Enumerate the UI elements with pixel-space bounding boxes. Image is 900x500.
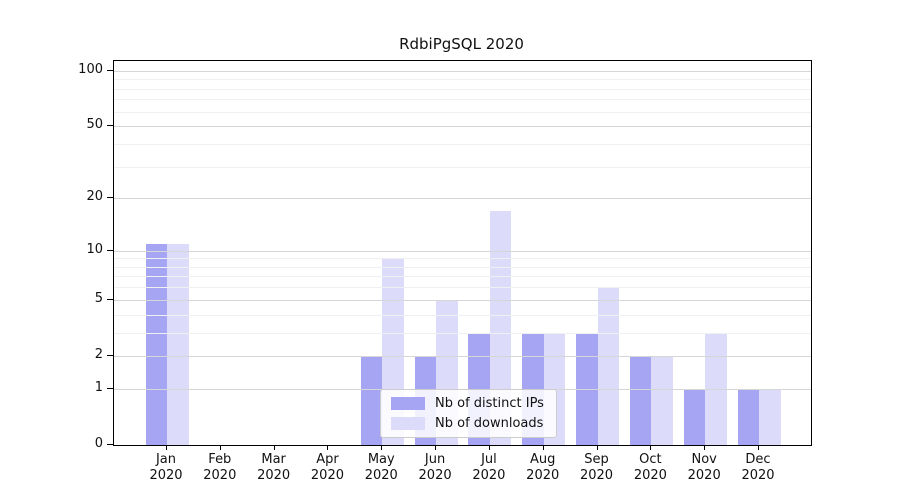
x-tick-label-jun: Jun 2020: [418, 452, 452, 483]
bar-downloads-sep: [597, 287, 620, 445]
y-tick-label-0: 0: [94, 436, 103, 451]
x-tick-label-mar: Mar 2020: [257, 452, 291, 483]
x-tick-mark-aug: [542, 445, 544, 450]
x-tick-label-nov: Nov 2020: [687, 452, 721, 483]
gridline-minor: [114, 332, 811, 334]
legend-item-distinct-ips: Nb of distinct IPs: [391, 396, 544, 411]
gridline-minor: [114, 287, 811, 289]
y-tick-mark-100: [107, 69, 113, 71]
bar-distinct-ips-oct: [629, 355, 652, 445]
y-tick-mark-1: [107, 387, 113, 389]
x-tick-mark-dec: [758, 445, 759, 450]
x-tick-label-may: May 2020: [364, 452, 398, 483]
x-tick-mark-jan: [166, 445, 167, 450]
x-tick-mark-mar: [273, 445, 275, 450]
gridline-minor: [114, 79, 811, 81]
bar-downloads-jan: [167, 243, 189, 445]
legend-swatch-distinct-ips: [391, 397, 425, 410]
gridline-minor: [114, 266, 811, 268]
y-tick-label-50: 50: [86, 117, 103, 133]
gridline-5: [114, 299, 811, 301]
x-tick-label-aug: Aug 2020: [526, 452, 560, 483]
x-tick-mark-may: [381, 445, 383, 450]
x-tick-label-sep: Sep 2020: [579, 452, 614, 483]
x-tick-label-jul: Jul 2020: [472, 452, 506, 483]
bar-downloads-nov: [705, 332, 727, 445]
x-tick-label-oct: Oct 2020: [633, 452, 667, 483]
gridline-minor: [114, 88, 811, 90]
y-tick-label-100: 100: [78, 61, 103, 77]
gridline-10: [114, 250, 811, 252]
gridline-minor: [114, 314, 811, 316]
x-tick-label-feb: Feb 2020: [203, 452, 237, 483]
gridline-minor: [114, 143, 811, 145]
x-tick-label-dec: Dec 2020: [741, 452, 775, 483]
y-tick-mark-50: [107, 125, 113, 127]
legend-label-downloads: Nb of downloads: [435, 416, 544, 431]
legend-label-distinct-ips: Nb of distinct IPs: [435, 396, 544, 411]
gridline-minor: [114, 258, 811, 260]
x-tick-mark-nov: [704, 445, 706, 450]
bar-downloads-oct: [651, 355, 673, 445]
bar-downloads-jul: [489, 210, 512, 445]
gridline-minor: [114, 276, 811, 278]
gridline-100: [114, 70, 811, 72]
bar-distinct-ips-may: [360, 355, 383, 445]
legend-swatch-downloads: [391, 417, 425, 430]
gridline-minor: [114, 99, 811, 101]
x-tick-label-apr: Apr 2020: [310, 452, 344, 483]
bar-distinct-ips-nov: [683, 388, 706, 445]
y-tick-label-1: 1: [94, 379, 103, 395]
chart-title: RdbiPgSQL 2020: [399, 35, 524, 53]
gridline-50: [114, 126, 811, 128]
gridline-minor: [114, 166, 811, 168]
grid-layer: [114, 61, 811, 445]
y-tick-mark-2: [107, 354, 113, 356]
y-tick-mark-0: [107, 444, 113, 445]
legend-item-downloads: Nb of downloads: [391, 416, 544, 431]
bar-distinct-ips-jan: [145, 243, 167, 445]
plot-area: Nb of distinct IPs Nb of downloads: [113, 60, 812, 446]
bar-downloads-dec: [759, 388, 781, 445]
y-tick-mark-10: [107, 249, 113, 251]
y-tick-mark-20: [107, 197, 113, 199]
x-tick-mark-feb: [219, 445, 221, 450]
gridline-2: [114, 355, 811, 357]
gridline-minor: [114, 111, 811, 113]
y-tick-label-10: 10: [86, 241, 103, 257]
x-tick-label-jan: Jan 2020: [149, 452, 183, 483]
x-tick-mark-apr: [327, 445, 329, 450]
x-tick-mark-jul: [488, 445, 490, 450]
legend: Nb of distinct IPs Nb of downloads: [380, 389, 557, 438]
x-tick-mark-sep: [596, 445, 598, 450]
x-tick-mark-jun: [435, 445, 437, 450]
bar-distinct-ips-dec: [737, 388, 759, 445]
bar-distinct-ips-sep: [576, 332, 598, 445]
x-tick-mark-oct: [650, 445, 652, 450]
y-tick-label-2: 2: [94, 346, 103, 362]
y-tick-label-5: 5: [94, 290, 103, 306]
y-tick-label-20: 20: [86, 189, 103, 205]
gridline-20: [114, 198, 811, 200]
y-tick-mark-5: [107, 298, 113, 300]
